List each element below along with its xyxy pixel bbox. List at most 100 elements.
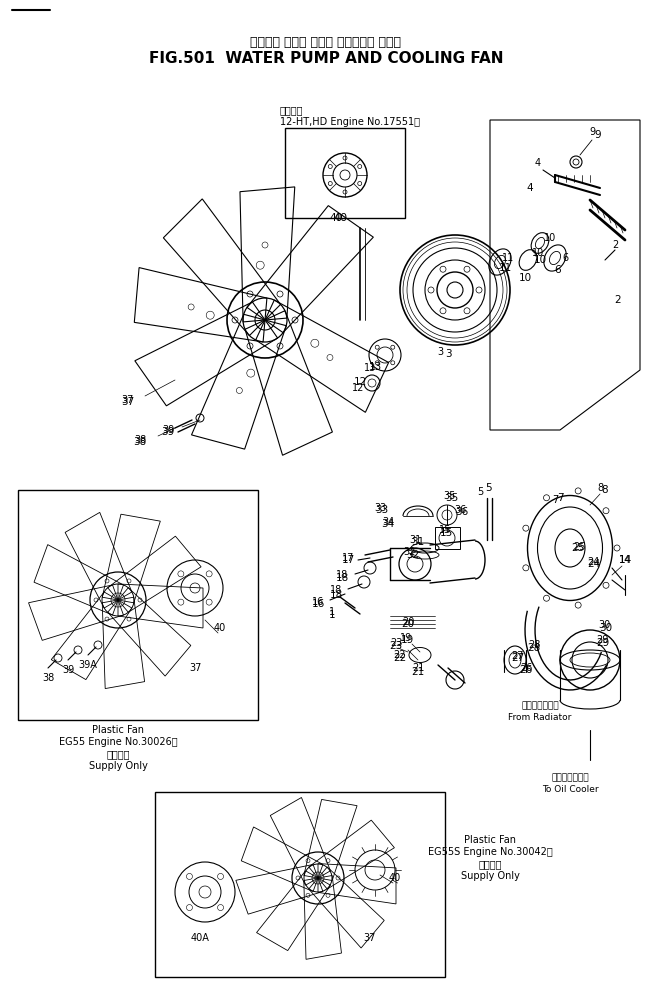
Text: 29: 29 (597, 638, 610, 648)
Text: 12: 12 (352, 383, 364, 393)
Text: 34: 34 (382, 517, 394, 527)
Text: 40A: 40A (190, 933, 209, 943)
Text: 38: 38 (134, 437, 147, 447)
Text: 10: 10 (544, 233, 556, 243)
Text: 5: 5 (477, 487, 483, 497)
Text: 13: 13 (364, 363, 376, 373)
Text: 18: 18 (329, 590, 342, 600)
Text: 16: 16 (312, 599, 325, 609)
Text: 3: 3 (437, 347, 443, 357)
Text: 4: 4 (527, 183, 533, 193)
Text: 27: 27 (512, 651, 524, 661)
Text: 13: 13 (368, 362, 381, 372)
Text: 10: 10 (533, 255, 546, 265)
Text: 20: 20 (402, 617, 414, 627)
Text: 40: 40 (333, 213, 347, 223)
Text: 14: 14 (618, 555, 632, 565)
Text: 10: 10 (518, 273, 531, 283)
Text: 17: 17 (342, 553, 354, 563)
Text: 18: 18 (335, 573, 349, 583)
Text: 10: 10 (532, 248, 544, 258)
Text: ウォータ ポンプ および クーリング ファン: ウォータ ポンプ および クーリング ファン (250, 35, 402, 48)
Text: 26: 26 (520, 663, 532, 673)
Text: 33: 33 (376, 505, 389, 515)
Text: 6: 6 (555, 265, 561, 275)
Text: EG55 Engine No.30026～: EG55 Engine No.30026～ (59, 737, 177, 747)
Text: 7: 7 (557, 493, 563, 503)
Text: 8: 8 (602, 485, 608, 495)
Text: 4: 4 (535, 158, 541, 168)
Text: 19: 19 (400, 635, 413, 645)
Text: 18: 18 (330, 585, 342, 595)
Text: 28: 28 (527, 643, 541, 653)
Text: 23: 23 (389, 641, 403, 651)
Text: 2: 2 (612, 240, 618, 250)
Text: 40: 40 (329, 213, 342, 223)
Text: 適用号機: 適用号機 (280, 105, 303, 115)
Text: 35: 35 (444, 491, 456, 501)
Text: 24: 24 (587, 557, 599, 567)
Text: From Radiator: From Radiator (509, 713, 572, 722)
Text: 18: 18 (336, 570, 348, 580)
Text: 35: 35 (445, 493, 458, 503)
Text: 22: 22 (394, 650, 406, 660)
Text: 31: 31 (411, 537, 424, 547)
Text: 6: 6 (562, 253, 568, 263)
Text: EG55S Engine No.30042～: EG55S Engine No.30042～ (428, 847, 552, 857)
Text: 11: 11 (498, 263, 512, 273)
Text: 39: 39 (162, 427, 175, 437)
Text: 39A: 39A (78, 660, 97, 670)
Text: 2: 2 (615, 295, 621, 305)
Text: To Oil Cooler: To Oil Cooler (542, 786, 599, 795)
Text: 40: 40 (389, 873, 401, 883)
Text: 補給専用: 補給専用 (479, 859, 502, 869)
Text: 21: 21 (412, 663, 424, 673)
Text: 30: 30 (598, 620, 610, 630)
Text: 22: 22 (393, 653, 407, 663)
Text: Supply Only: Supply Only (89, 761, 147, 771)
Text: 8: 8 (597, 483, 603, 493)
Text: 25: 25 (571, 543, 585, 553)
Text: 24: 24 (587, 559, 600, 569)
Text: 34: 34 (381, 519, 394, 529)
Text: 12: 12 (353, 377, 366, 387)
Text: 37: 37 (364, 933, 376, 943)
Text: 19: 19 (400, 633, 412, 643)
Text: 39: 39 (62, 665, 74, 675)
Text: 39: 39 (162, 425, 174, 435)
Text: 11: 11 (502, 253, 514, 263)
Text: 37: 37 (121, 397, 134, 407)
Text: 17: 17 (342, 555, 355, 565)
Text: 31: 31 (409, 535, 421, 545)
Text: 40: 40 (214, 623, 226, 633)
Text: 37: 37 (189, 663, 201, 673)
Bar (155, 792, 445, 977)
Text: 9: 9 (589, 127, 595, 137)
Text: 27: 27 (511, 653, 525, 663)
Text: 16: 16 (312, 597, 324, 607)
Text: 36: 36 (455, 507, 469, 517)
Text: 28: 28 (528, 640, 541, 650)
Text: 29: 29 (596, 635, 608, 645)
Text: 1: 1 (329, 610, 335, 620)
Text: Plastic Fan: Plastic Fan (92, 725, 144, 735)
Text: 補給専用: 補給専用 (106, 749, 130, 759)
Text: ラジエータから: ラジエータから (521, 701, 559, 710)
Text: 30: 30 (599, 623, 613, 633)
Text: 32: 32 (404, 547, 416, 557)
Text: 7: 7 (552, 495, 558, 505)
Bar (18, 490, 258, 720)
Text: オイルクーラへ: オイルクーラへ (551, 774, 589, 783)
Text: 37: 37 (122, 395, 134, 405)
Text: 25: 25 (574, 542, 586, 552)
Text: 23: 23 (390, 638, 402, 648)
Text: FIG.501  WATER PUMP AND COOLING FAN: FIG.501 WATER PUMP AND COOLING FAN (149, 50, 503, 65)
Text: 38: 38 (134, 435, 146, 445)
Text: 15: 15 (439, 528, 452, 538)
Text: 12-HT,HD Engine No.17551～: 12-HT,HD Engine No.17551～ (280, 117, 420, 127)
Text: 14: 14 (619, 555, 631, 565)
Text: 1: 1 (329, 607, 335, 617)
Text: 21: 21 (411, 667, 424, 677)
Text: 36: 36 (454, 505, 466, 515)
Text: 9: 9 (595, 130, 601, 140)
